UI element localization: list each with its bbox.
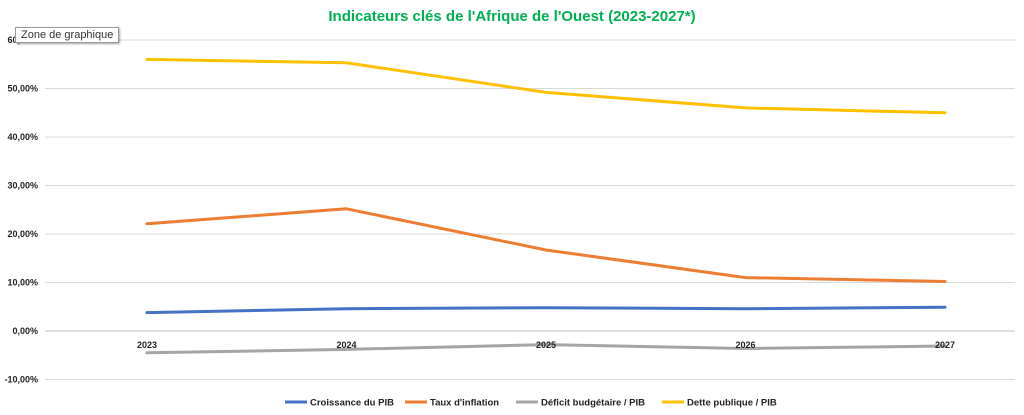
data-point[interactable] [944, 306, 947, 309]
data-point[interactable] [944, 280, 947, 283]
y-tick-label: 30,00% [7, 181, 38, 191]
series-lines[interactable] [145, 57, 947, 355]
y-tick-label: -10,00% [4, 375, 38, 385]
legend[interactable]: Croissance du PIB Taux d'inflation Déficit… [285, 398, 777, 409]
data-point[interactable] [146, 58, 149, 61]
data-point[interactable] [345, 207, 348, 210]
legend-item[interactable]: Déficit budgétaire / PIB [516, 398, 645, 409]
data-point[interactable] [744, 307, 747, 310]
data-point[interactable] [744, 276, 747, 279]
y-tick-label: 0,00% [12, 326, 38, 336]
data-point[interactable] [545, 306, 548, 309]
data-point[interactable] [345, 61, 348, 64]
series-line-1[interactable] [145, 305, 947, 315]
legend-item[interactable]: Dette publique / PIB [662, 398, 777, 409]
x-tick-label: 2026 [735, 340, 755, 350]
x-tick-label: 2027 [935, 340, 955, 350]
data-point[interactable] [545, 249, 548, 252]
legend-item[interactable]: Taux d'inflation [405, 398, 499, 409]
y-tick-label: 10,00% [7, 278, 38, 288]
legend-label: Taux d'inflation [430, 398, 499, 409]
chart-area-tooltip: Zone de graphique [15, 27, 120, 43]
x-tick-label: 2023 [137, 340, 157, 350]
x-axis-tick-labels: 2023 2024 2025 2026 2027 [137, 340, 955, 350]
series-line-4[interactable] [145, 57, 947, 115]
data-point[interactable] [545, 91, 548, 94]
data-point[interactable] [345, 307, 348, 310]
y-tick-label: 40,00% [7, 132, 38, 142]
data-point[interactable] [146, 222, 149, 225]
data-point[interactable] [744, 106, 747, 109]
x-tick-label: 2025 [536, 340, 556, 350]
legend-label: Déficit budgétaire / PIB [541, 398, 645, 409]
y-tick-label: 20,00% [7, 229, 38, 239]
y-axis-tick-labels: -10,00% 0,00% 10,00% 20,00% 30,00% 40,00% 50,0… [4, 35, 38, 385]
data-point[interactable] [944, 111, 947, 114]
chart-title: Indicateurs clés de l'Afrique de l'Ouest… [328, 8, 695, 25]
legend-label: Dette publique / PIB [687, 398, 777, 409]
x-tick-label: 2024 [336, 340, 356, 350]
data-point[interactable] [146, 351, 149, 354]
legend-item[interactable]: Croissance du PIB [285, 398, 394, 409]
series-line-3[interactable] [145, 343, 947, 355]
y-tick-label: 50,00% [7, 84, 38, 94]
data-point[interactable] [146, 311, 149, 314]
legend-label: Croissance du PIB [310, 398, 394, 409]
series-line-2[interactable] [145, 207, 947, 283]
